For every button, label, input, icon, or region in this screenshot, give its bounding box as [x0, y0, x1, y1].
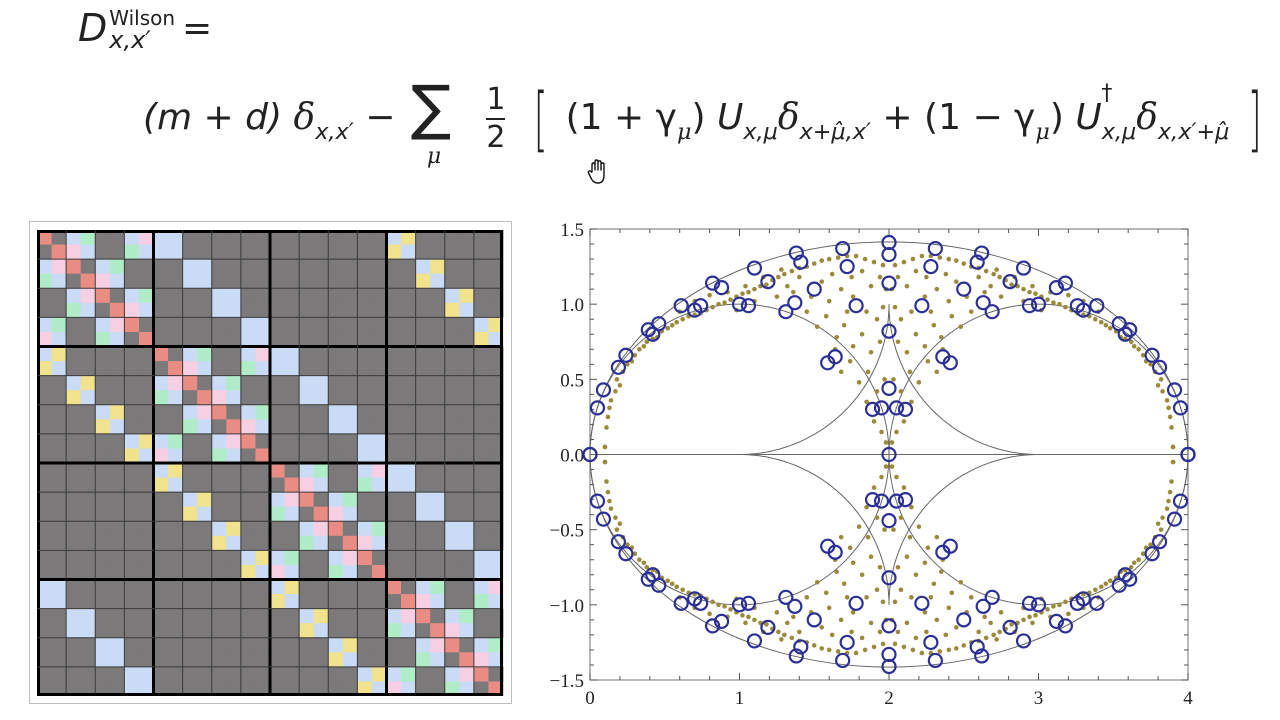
y-tick-label: −1.0: [550, 596, 584, 617]
y-tick-label: 1.0: [560, 295, 584, 316]
projector-close: ): [691, 97, 706, 138]
dirac-matrix-structure-plot: [37, 230, 504, 696]
eigenvalue-spectrum-chart: 0 1 2 3 4 1.5 1.0 0.5 0.0 −0.5 −1.0 −1.5: [530, 215, 1250, 720]
close-bracket: ]: [1247, 78, 1262, 160]
fraction-numerator: 1: [486, 82, 506, 117]
delta-sub: x+μ̂,x′: [799, 119, 871, 146]
inner-arc-curve: [888, 454, 1039, 605]
open-hand-cursor-icon: [587, 159, 605, 184]
sum-index: μ: [426, 144, 442, 169]
interacting-eigenvalue-dots: [602, 253, 1176, 656]
sigma-symbol: ∑: [410, 73, 452, 143]
x-tick-label: 4: [1183, 688, 1193, 709]
y-tick-label: 1.5: [560, 220, 584, 241]
y-tick-label: −0.5: [550, 521, 584, 542]
inner-arc-curve: [739, 304, 890, 455]
x-tick-label: 0: [585, 688, 595, 709]
minus-sign: −: [365, 97, 396, 138]
y-tick-label: 0.5: [560, 370, 584, 391]
free-eigenvalue-circles: [582, 234, 1196, 675]
forward-link: Ux,μ: [716, 97, 778, 145]
delta-subscript: x,x′: [315, 119, 354, 146]
projector-text: (1 + γ: [565, 97, 677, 138]
fraction-bar: [486, 118, 506, 120]
delta-sub: x,x′+μ̂: [1157, 119, 1230, 146]
projector-sub: μ: [676, 119, 692, 146]
equals-sign: =: [182, 8, 213, 49]
y-tick-label: −1.5: [550, 671, 584, 692]
open-bracket: [: [533, 78, 548, 160]
backward-projector: (1 − γμ): [924, 97, 1064, 145]
delta-symbol: δ: [1136, 97, 1158, 138]
matrix-grid: [37, 230, 504, 696]
projector-text: (1 − γ: [924, 97, 1036, 138]
x-tick-label: 2: [884, 688, 894, 709]
forward-projector: (1 + γμ): [565, 97, 706, 145]
mass-term: (m + d): [143, 97, 283, 138]
y-tick-label: 0.0: [560, 446, 584, 467]
operator-superscript: Wilson: [109, 6, 176, 30]
scatter-plot: 0 1 2 3 4 1.5 1.0 0.5 0.0 −0.5 −1.0 −1.5: [550, 220, 1196, 709]
backward-delta: δx,x′+μ̂: [1136, 97, 1229, 145]
fraction-denominator: 2: [486, 120, 506, 155]
delta-symbol: δ: [293, 97, 316, 138]
formula-lhs: D Wilson x,x′ =: [78, 6, 212, 54]
sum-operator: ∑ μ: [411, 78, 461, 169]
projector-sub: μ: [1035, 119, 1050, 146]
operator-subscript: x,x′: [109, 26, 151, 54]
unit-circle-curve: [888, 303, 1189, 606]
backward-link: U † x,μ: [1075, 81, 1136, 145]
x-tick-label: 3: [1034, 688, 1044, 709]
inner-arc-curve: [888, 304, 1039, 455]
link-symbol: U: [716, 97, 744, 138]
forward-delta: δx+μ̂,x′: [777, 97, 871, 145]
link-sub: x,μ: [1101, 119, 1137, 146]
link-sub: x,μ: [743, 119, 778, 146]
plus-sign: +: [882, 97, 913, 138]
link-symbol: U: [1075, 97, 1102, 138]
x-tick-label: 1: [735, 688, 745, 709]
dagger-superscript: †: [1101, 81, 1113, 106]
delta-symbol: δ: [777, 97, 800, 138]
projector-close: ): [1049, 97, 1064, 138]
inner-arc-curve: [739, 454, 890, 605]
operator-symbol: D: [78, 6, 108, 50]
